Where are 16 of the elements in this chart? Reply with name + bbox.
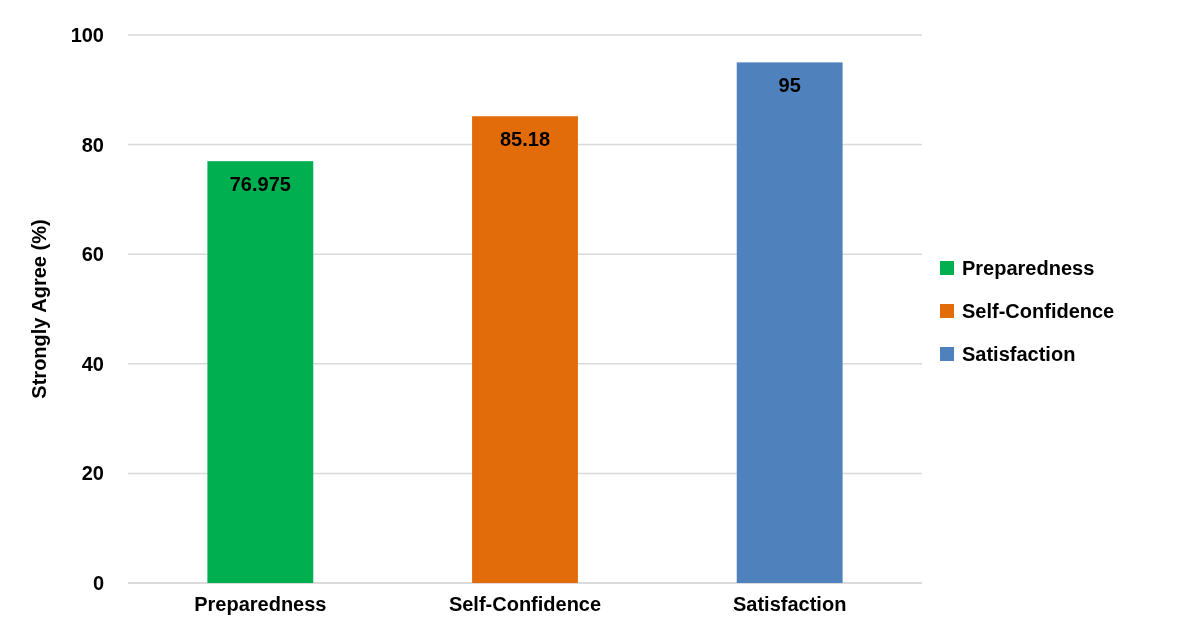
legend-label: Satisfaction xyxy=(962,343,1076,365)
y-tick-label: 40 xyxy=(81,352,104,375)
y-tick-label: 100 xyxy=(70,24,104,46)
x-tick-label: Satisfaction xyxy=(732,593,847,615)
x-tick-label: Preparedness xyxy=(194,593,327,615)
legend-label: Preparedness xyxy=(962,257,1095,279)
y-axis-title: Strongly Agree (%) xyxy=(28,219,50,399)
data-label: 76.975 xyxy=(229,173,291,196)
data-label: 95 xyxy=(778,74,801,97)
y-tick-label: 60 xyxy=(81,243,104,266)
y-tick-label: 0 xyxy=(92,572,104,594)
data-label: 85.18 xyxy=(499,128,551,151)
y-tick-label: 80 xyxy=(81,133,104,156)
y-tick-label: 20 xyxy=(81,462,104,485)
legend-label: Self-Confidence xyxy=(962,300,1115,322)
x-tick-label: Self-Confidence xyxy=(448,593,602,615)
